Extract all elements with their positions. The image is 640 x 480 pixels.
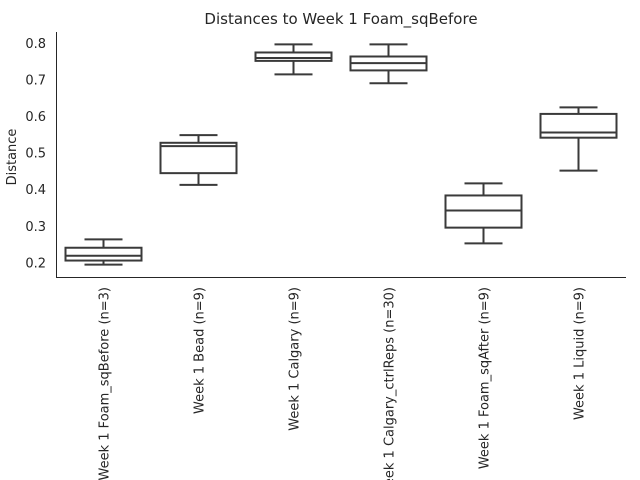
box-4 bbox=[349, 43, 428, 85]
y-tick-label: 0.8 bbox=[25, 37, 46, 52]
x-tick-label: Week 1 Calgary (n=9) bbox=[288, 287, 303, 431]
iqr-box bbox=[254, 51, 333, 62]
y-tick-label: 0.6 bbox=[25, 110, 46, 125]
y-tick-label: 0.7 bbox=[25, 74, 46, 89]
y-axis-ticks: 0.2 0.3 0.4 0.5 0.6 0.7 0.8 bbox=[25, 37, 46, 271]
iqr-box bbox=[539, 112, 618, 139]
y-tick-label: 0.5 bbox=[25, 147, 46, 162]
box-1 bbox=[64, 238, 143, 266]
box-5 bbox=[444, 182, 523, 245]
box-2 bbox=[159, 134, 238, 186]
y-tick-label: 0.3 bbox=[25, 220, 46, 235]
x-tick-label: Week 1 Liquid (n=9) bbox=[573, 287, 588, 420]
y-tick-label: 0.4 bbox=[25, 183, 46, 198]
y-axis-label: Distance bbox=[5, 129, 20, 186]
box-3 bbox=[254, 43, 333, 76]
iqr-box bbox=[64, 246, 143, 262]
y-tick-label: 0.2 bbox=[25, 256, 46, 271]
x-tick-label: Week 1 Calgary_ctrlReps (n=30) bbox=[383, 287, 398, 480]
x-tick-label: Week 1 Foam_sqAfter (n=9) bbox=[478, 287, 493, 469]
chart-title: Distances to Week 1 Foam_sqBefore bbox=[204, 10, 477, 29]
box-6 bbox=[539, 106, 618, 172]
x-axis-tick-labels: Week 1 Foam_sqBefore (n=3) Week 1 Bead (n… bbox=[98, 287, 588, 480]
x-tick-label: Week 1 Foam_sqBefore (n=3) bbox=[98, 287, 113, 480]
boxes-group bbox=[64, 43, 618, 266]
x-tick-label: Week 1 Bead (n=9) bbox=[193, 287, 208, 414]
iqr-box bbox=[444, 194, 523, 229]
iqr-box bbox=[159, 141, 238, 175]
